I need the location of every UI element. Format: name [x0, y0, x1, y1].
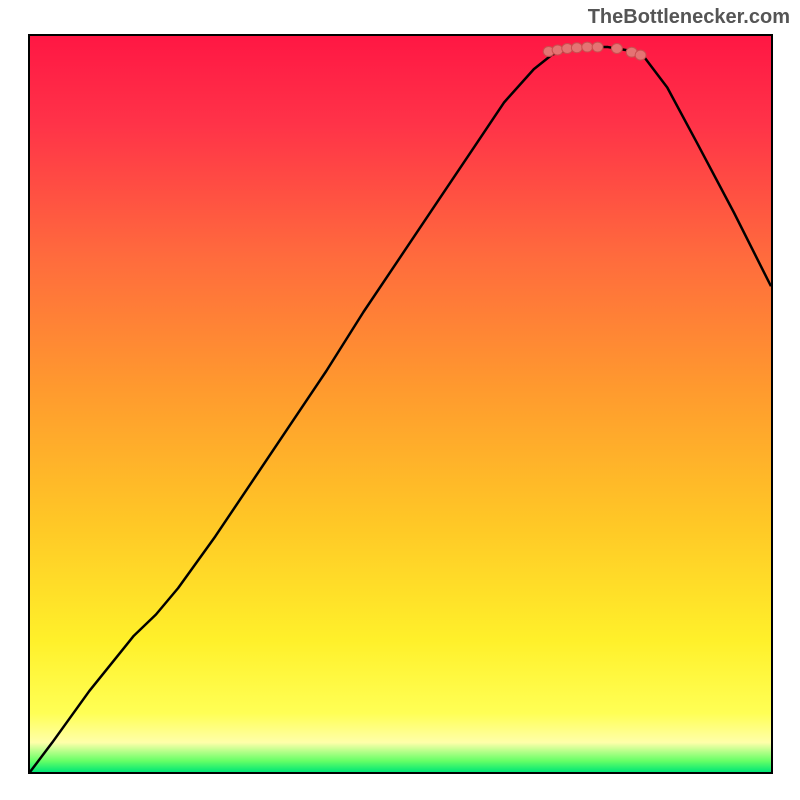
marker-dot	[611, 44, 622, 54]
marker-dot	[571, 43, 582, 53]
chart-svg	[30, 36, 771, 772]
bottleneck-curve	[30, 47, 771, 772]
marker-group	[543, 42, 646, 60]
chart-frame	[28, 34, 773, 774]
marker-dot	[552, 45, 563, 55]
marker-dot	[582, 42, 593, 52]
marker-dot	[635, 50, 646, 60]
watermark-label: TheBottlenecker.com	[588, 6, 790, 29]
marker-dot	[592, 42, 603, 52]
